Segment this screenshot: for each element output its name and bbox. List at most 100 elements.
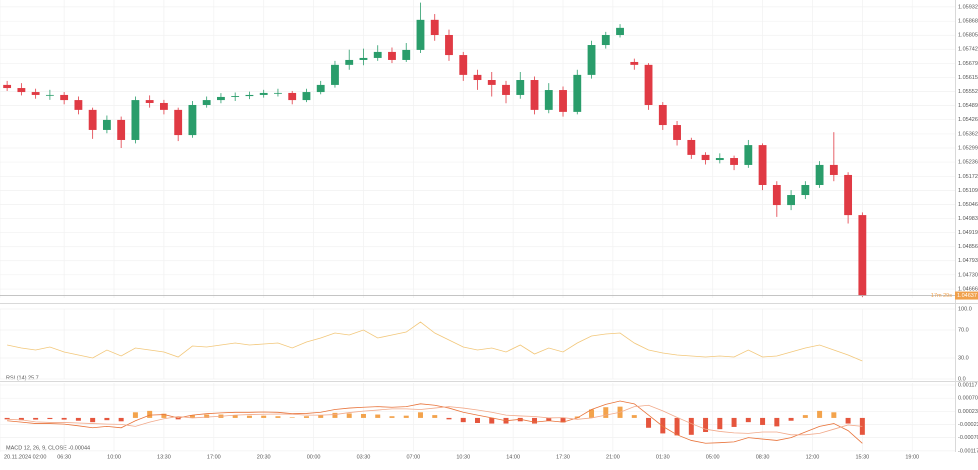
histogram-bar [603,407,609,418]
histogram-bar [845,417,851,424]
histogram-bar [246,415,252,418]
histogram-bar [389,416,395,418]
last-price-box [955,291,978,300]
candle-body [331,64,339,85]
y-tick-label: 1.04856 [958,244,978,250]
y-tick-label: 1.05426 [958,117,978,123]
histogram-bar [460,417,466,423]
x-tick-label: 03:30 [357,454,371,460]
y-tick-label: 100.0 [958,306,972,312]
histogram-bar [104,417,110,421]
candle-body [188,104,197,136]
histogram-bar [731,417,737,427]
candle-body [730,158,738,165]
y-tick-label: 1.05489 [958,103,978,109]
y-tick-label: 1.05362 [958,131,978,137]
x-tick-label: 08:30 [756,454,770,460]
candle-body [416,19,425,50]
histogram-bar [61,417,67,420]
rsi-legend: RSI (14) 25.7 [6,375,39,381]
x-tick-label: 12:00 [806,454,820,460]
histogram-bar [788,417,794,421]
y-tick-label: 1.05615 [958,75,978,81]
histogram-bar [774,417,780,427]
candle-body [217,96,225,101]
candle-body [302,92,311,101]
candle-body [630,61,639,65]
histogram-bar [332,412,338,418]
y-tick-label: 1.05742 [958,47,978,53]
candle-body [259,92,268,95]
candle-body [544,90,553,110]
histogram-bar [303,416,309,418]
histogram-bar [646,417,652,428]
candle-body [658,104,667,126]
y-tick-label: 1.05236 [958,159,978,165]
candle-body [117,119,126,140]
candle-body [815,164,824,185]
x-tick-label: 14:00 [506,454,520,460]
candle-body [516,80,525,95]
histogram-bar [289,417,295,418]
y-tick-label: 1.05552 [958,89,978,95]
y-tick-label: 1.04983 [958,216,978,222]
candle-body [644,64,653,105]
y-tick-label: 1.05805 [958,33,978,39]
histogram-bar [147,410,153,418]
signal-line [7,404,863,436]
histogram-bar [403,415,409,418]
y-tick-label: 1.04793 [958,258,978,264]
candle-body [274,92,282,94]
macd-legend: MACD 12, 26, 9, CLOSE -0.00044 [6,445,90,451]
candle-body [60,94,69,101]
candle-body [473,74,482,81]
candle-body [502,84,510,95]
histogram-bar [275,416,281,418]
y-tick-label: 0.0 [958,376,966,382]
y-tick-label: 1.05679 [958,61,978,67]
candle-body [316,84,325,93]
candle-body [744,145,753,165]
candle-body [131,100,140,140]
histogram-bar [417,412,423,418]
histogram-bar [760,417,766,425]
y-tick-label: 1.05172 [958,174,978,180]
candle-body [559,90,567,112]
candle-body [858,215,867,296]
histogram-bar [489,417,495,424]
candle-body [687,139,696,155]
y-tick-label: 30.0 [958,355,969,361]
candle-body [88,109,97,130]
x-tick-label: 10:30 [456,454,470,460]
x-tick-label: 05:00 [706,454,720,460]
y-tick-label: -0.00070 [958,435,978,441]
x-tick-label: 13:30 [157,454,171,460]
histogram-bar [375,414,381,418]
candle-body [758,145,767,185]
candle-body [459,55,468,75]
y-tick-label: -0.00117 [958,448,978,454]
candle-body [17,88,26,93]
y-tick-label: 1.04730 [958,272,978,278]
last-price-label: 1.04637 [957,293,977,299]
y-tick-label: -0.00023 [958,422,978,428]
x-tick-label: 21:00 [606,454,620,460]
histogram-bar [232,415,238,418]
histogram-bar [360,413,366,418]
histogram-bar [674,417,680,436]
histogram-bar [745,417,751,423]
histogram-bar [318,415,324,418]
histogram-bar [118,417,124,422]
candle-body [359,57,368,60]
candle-body [673,125,681,140]
candle-body [487,80,496,85]
histogram-bar [574,416,580,418]
candle-body [31,92,40,95]
candle-body [3,84,12,89]
candle-body [844,174,853,216]
histogram-bar [33,417,39,420]
candle-body [829,164,838,175]
histogram-bar [346,413,352,418]
